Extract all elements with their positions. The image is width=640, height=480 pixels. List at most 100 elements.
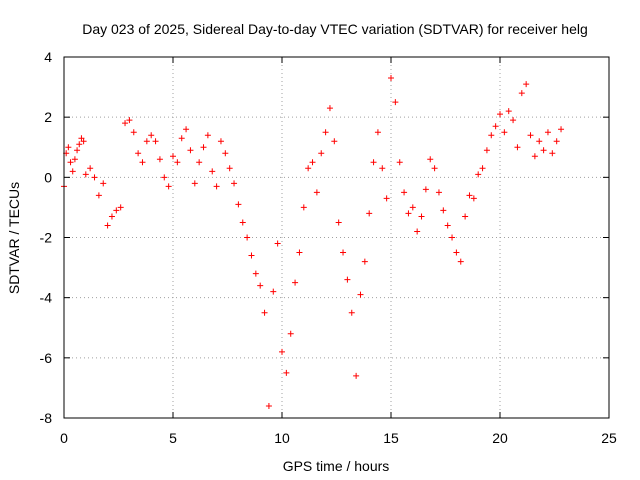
data-point (540, 147, 547, 154)
x-tick-label: 5 (169, 430, 177, 446)
data-point (396, 159, 403, 166)
grid-layer (64, 57, 609, 418)
data-point (544, 129, 551, 136)
data-point (217, 138, 224, 145)
data-point (222, 150, 229, 157)
data-point (100, 180, 107, 187)
data-point (422, 186, 429, 193)
data-point (270, 288, 277, 295)
data-point (527, 132, 534, 139)
data-point (148, 132, 155, 139)
data-point (374, 129, 381, 136)
data-point (414, 228, 421, 235)
data-point (65, 144, 72, 151)
data-point (130, 129, 137, 136)
data-point (139, 159, 146, 166)
y-tick-label: -6 (40, 350, 53, 366)
data-point (492, 123, 499, 130)
x-axis-label: GPS time / hours (283, 458, 390, 474)
data-point (353, 372, 360, 379)
data-point (113, 207, 120, 214)
data-point (370, 159, 377, 166)
data-point (497, 111, 503, 118)
data-point (183, 126, 190, 133)
data-point (462, 213, 469, 220)
data-point (444, 222, 451, 229)
data-point (392, 99, 399, 106)
data-point (523, 81, 530, 88)
data-point (204, 132, 211, 139)
data-point (401, 189, 408, 196)
data-point (558, 126, 565, 133)
data-point (82, 171, 89, 178)
x-tick-label: 10 (274, 430, 290, 446)
data-point (91, 174, 98, 181)
data-point (274, 240, 281, 247)
data-point (366, 210, 373, 217)
data-point (244, 234, 251, 241)
data-point (76, 141, 83, 148)
data-point (108, 213, 115, 220)
data-point (510, 117, 517, 124)
data-point (122, 120, 129, 127)
tick-layer: 0 5 10 15 20 25 -8 -6 -4 -2 0 2 4 (40, 49, 617, 446)
data-point (435, 189, 442, 196)
data-point (553, 138, 560, 145)
data-point (117, 204, 124, 211)
x-tick-label: 0 (60, 430, 68, 446)
data-point (475, 171, 482, 178)
y-tick-label: -8 (40, 410, 53, 426)
x-tick-label: 20 (492, 430, 508, 446)
data-point (174, 159, 181, 166)
data-point (156, 156, 163, 163)
data-point (361, 258, 368, 265)
y-tick-label: -4 (40, 290, 53, 306)
data-point (170, 153, 176, 160)
data-point (466, 192, 473, 199)
data-point (187, 147, 194, 154)
data-point (69, 168, 76, 175)
data-point (479, 165, 486, 172)
data-point (309, 159, 316, 166)
data-point (549, 150, 556, 157)
data-point (257, 282, 264, 289)
data-point (292, 279, 299, 286)
chart-title: Day 023 of 2025, Sidereal Day-to-day VTE… (82, 21, 588, 37)
data-point (340, 249, 347, 256)
data-point (235, 201, 242, 208)
data-point (265, 402, 272, 409)
data-point (261, 309, 268, 316)
data-point (357, 291, 364, 298)
data-point (514, 144, 521, 151)
data-point (287, 330, 294, 337)
data-point (283, 369, 290, 376)
data-point (536, 138, 543, 145)
data-point (518, 90, 525, 97)
data-point (431, 165, 438, 172)
data-point (383, 195, 390, 202)
data-point (531, 153, 538, 160)
data-point (226, 165, 233, 172)
data-point (200, 144, 207, 151)
data-point (427, 156, 434, 163)
data-point (135, 150, 142, 157)
data-point (453, 249, 460, 256)
data-point (449, 234, 456, 241)
y-axis-label: SDTVAR / TECUs (6, 182, 22, 294)
data-point (126, 117, 133, 124)
data-point (470, 195, 477, 202)
data-point (313, 189, 320, 196)
data-point (213, 183, 220, 190)
data-point (239, 219, 246, 226)
data-point (344, 276, 351, 283)
data-point (78, 135, 85, 142)
data-point (300, 204, 307, 211)
data-point (488, 132, 495, 139)
data-point (87, 165, 94, 172)
data-point (440, 207, 447, 214)
data-point (457, 258, 464, 265)
y-tick-label: 2 (44, 109, 52, 125)
data-point (178, 135, 185, 142)
data-point (252, 270, 259, 277)
